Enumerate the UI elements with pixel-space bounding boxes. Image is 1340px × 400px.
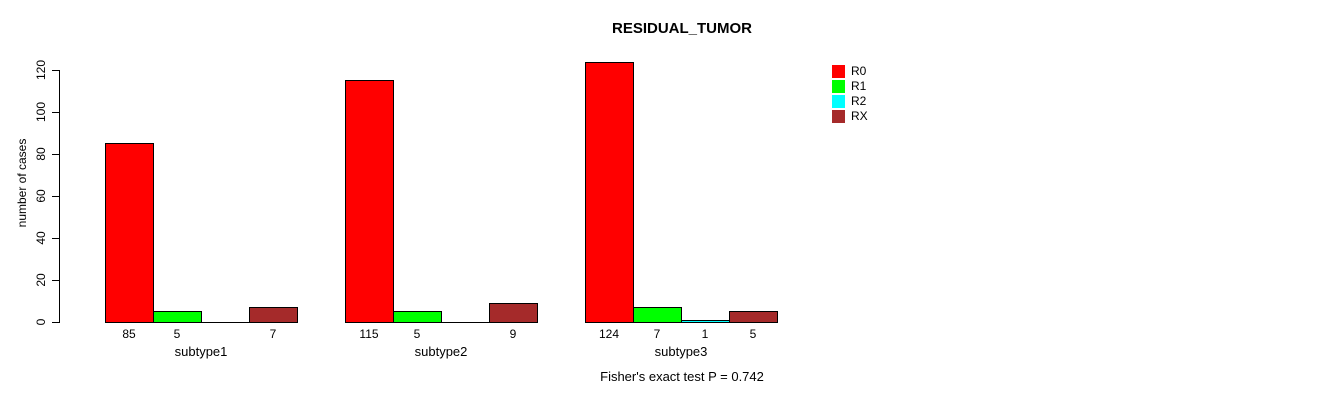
y-tick bbox=[52, 70, 59, 71]
y-tick-label: 80 bbox=[34, 147, 48, 161]
bar-RX-subtype3 bbox=[729, 311, 778, 323]
bar-value-label: 115 bbox=[359, 327, 379, 341]
legend-swatch-R0 bbox=[832, 65, 845, 78]
y-tick bbox=[52, 322, 59, 323]
legend-label-RX: RX bbox=[851, 109, 868, 123]
bar-value-label: 85 bbox=[122, 327, 136, 341]
bar-value-label: 7 bbox=[653, 327, 661, 341]
bar-value-label: 124 bbox=[598, 327, 620, 341]
legend-item-R2: R2 bbox=[832, 94, 868, 109]
category-label-subtype3: subtype3 bbox=[654, 344, 708, 359]
bar-R0-subtype1 bbox=[105, 143, 154, 323]
category-label-subtype2: subtype2 bbox=[414, 344, 468, 359]
legend-label-R1: R1 bbox=[851, 79, 867, 93]
chart-title: RESIDUAL_TUMOR bbox=[611, 20, 753, 37]
y-tick bbox=[52, 154, 59, 155]
y-tick-label: 40 bbox=[34, 231, 48, 245]
bar-R0-subtype3 bbox=[585, 62, 634, 323]
y-tick-label: 20 bbox=[34, 273, 48, 287]
legend-item-RX: RX bbox=[832, 109, 868, 124]
y-tick-label: 60 bbox=[34, 189, 48, 203]
y-tick-label: 100 bbox=[34, 101, 48, 123]
y-axis-line bbox=[59, 70, 60, 323]
y-axis-label: number of cases bbox=[15, 138, 29, 228]
y-tick bbox=[52, 112, 59, 113]
legend-label-R2: R2 bbox=[851, 94, 867, 108]
y-tick bbox=[52, 238, 59, 239]
bar-R1-subtype3 bbox=[633, 307, 682, 323]
y-tick bbox=[52, 280, 59, 281]
y-tick-label: 120 bbox=[34, 59, 48, 81]
bar-R1-subtype1 bbox=[153, 311, 202, 323]
bar-R1-subtype2 bbox=[393, 311, 442, 323]
legend-swatch-R1 bbox=[832, 80, 845, 93]
legend-swatch-R2 bbox=[832, 95, 845, 108]
bar-value-label: 7 bbox=[269, 327, 277, 341]
y-tick-label: 0 bbox=[34, 318, 48, 326]
bar-value-label: 5 bbox=[173, 327, 181, 341]
y-tick bbox=[52, 196, 59, 197]
bar-R2-subtype3 bbox=[681, 320, 730, 323]
bar-R0-subtype2 bbox=[345, 80, 394, 323]
bar-value-label: 9 bbox=[509, 327, 517, 341]
legend-item-R0: R0 bbox=[832, 64, 868, 79]
bar-value-label: 5 bbox=[749, 327, 757, 341]
legend-item-R1: R1 bbox=[832, 79, 868, 94]
bar-RX-subtype2 bbox=[489, 303, 538, 323]
stats-annotation: Fisher's exact test P = 0.742 bbox=[600, 369, 764, 384]
legend-swatch-RX bbox=[832, 110, 845, 123]
bar-RX-subtype1 bbox=[249, 307, 298, 323]
legend-label-R0: R0 bbox=[851, 64, 867, 78]
bar-value-label: 1 bbox=[701, 327, 709, 341]
legend: R0 R1 R2 RX bbox=[832, 64, 868, 124]
bar-value-label: 5 bbox=[413, 327, 421, 341]
category-label-subtype1: subtype1 bbox=[174, 344, 228, 359]
